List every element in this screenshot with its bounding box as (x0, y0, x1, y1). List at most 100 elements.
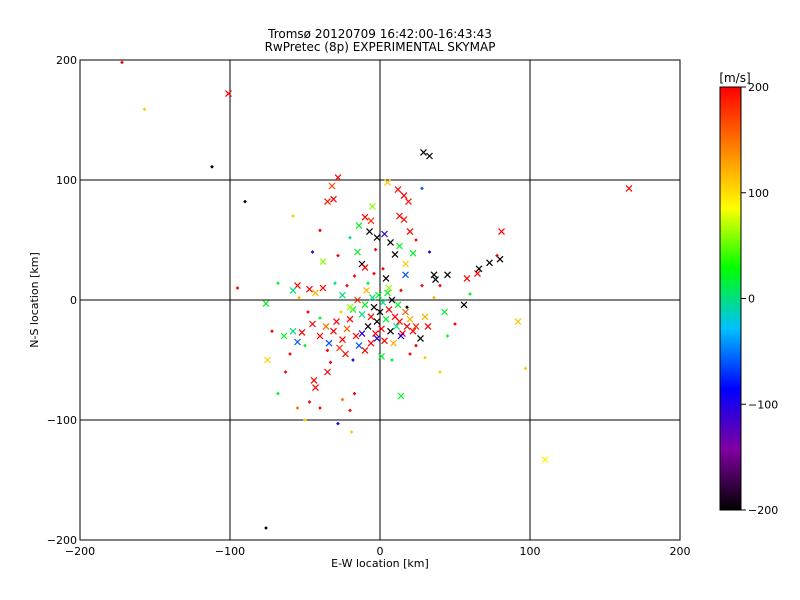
data-point-cross (225, 90, 232, 98)
data-point-dot (445, 334, 450, 338)
y-tick-label: 200 (56, 54, 77, 67)
data-point-cross (312, 384, 319, 392)
data-point-cross (289, 327, 297, 335)
data-point-cross (294, 338, 301, 346)
chart-title: Tromsø 20120709 16:42:00-16:43:43 (267, 27, 492, 41)
data-point-cross (310, 376, 318, 384)
data-point-dot (340, 397, 345, 402)
data-point-cross (409, 327, 417, 335)
data-point-cross (262, 300, 270, 308)
data-point-dot (318, 228, 322, 233)
data-point-cross (394, 186, 402, 194)
data-point-cross (264, 356, 271, 364)
data-point-cross (364, 322, 372, 330)
data-point-dot (306, 310, 310, 314)
data-point-cross (474, 270, 481, 278)
colorbar-label: [m/s] (719, 71, 750, 85)
data-point-cross (378, 325, 385, 333)
data-point-dot (333, 281, 337, 286)
data-point-cross (361, 346, 369, 354)
data-point-dot (438, 370, 442, 374)
data-point-cross (426, 152, 433, 160)
y-tick-label: 0 (70, 294, 77, 307)
data-point-cross (430, 271, 438, 279)
data-point-cross (396, 318, 403, 326)
data-point-cross (322, 322, 330, 330)
data-point-dot (423, 355, 427, 360)
data-point-cross (372, 330, 379, 338)
data-point-dot (349, 430, 354, 434)
data-point-cross (390, 339, 397, 347)
y-axis-ticks: −200 −100 0 100 200 (47, 54, 77, 547)
data-point-dot (235, 286, 240, 290)
data-point-cross (298, 328, 306, 336)
data-point-dot (318, 316, 322, 320)
data-point-cross (384, 289, 391, 297)
data-point-cross (336, 344, 343, 352)
data-point-cross (339, 291, 346, 299)
data-point-dot (295, 406, 300, 410)
data-point-cross (373, 334, 381, 342)
data-point-cross (367, 217, 375, 225)
data-point-cross (496, 255, 504, 263)
data-point-cross (397, 392, 405, 400)
data-point-cross (463, 274, 471, 282)
y-tick-label: −100 (47, 414, 77, 427)
colorbar-ticks: −200 −100 0 100 200 (741, 81, 778, 517)
colorbar-tick-label: 0 (748, 293, 755, 306)
data-point-cross (367, 339, 375, 347)
x-tick-label: −200 (65, 545, 95, 558)
data-point-dot (420, 283, 424, 288)
data-points (120, 60, 633, 530)
data-point-dot (336, 253, 340, 258)
data-point-dot (408, 352, 412, 356)
data-point-dot (405, 305, 409, 310)
data-point-dot (468, 292, 472, 296)
data-point-cross (417, 334, 424, 342)
data-point-cross (358, 310, 366, 318)
data-point-cross (355, 222, 363, 230)
data-point-dot (432, 295, 436, 300)
data-point-cross (334, 174, 342, 182)
data-point-dot (420, 186, 424, 191)
data-point-cross (406, 228, 414, 236)
data-point-cross (444, 271, 451, 279)
data-point-dot (352, 274, 357, 278)
data-point-cross (406, 315, 414, 323)
data-point-dot (318, 406, 322, 410)
data-point-dot (288, 352, 292, 356)
data-point-cross (361, 264, 369, 272)
data-point-dot (339, 310, 343, 314)
colorbar-tick-label: −200 (748, 504, 778, 517)
data-point-dot (336, 421, 340, 426)
colorbar-tick-label: 100 (748, 187, 769, 200)
data-point-dot (453, 322, 457, 326)
data-point-cross (400, 192, 408, 200)
data-point-cross (405, 198, 412, 206)
data-point-cross (388, 296, 396, 304)
data-point-cross (382, 274, 390, 282)
data-point-cross (393, 322, 400, 330)
data-point-dot (399, 288, 403, 293)
data-point-cross (319, 284, 327, 292)
data-point-dot (303, 343, 307, 348)
data-point-cross (387, 238, 394, 246)
data-point-cross (324, 198, 331, 206)
data-point-cross (355, 342, 363, 350)
data-point-dot (373, 247, 378, 252)
x-tick-label: 200 (670, 545, 691, 558)
data-point-dot (276, 391, 280, 396)
data-point-dot (328, 360, 333, 365)
data-point-dot (372, 271, 376, 276)
data-point-dot (352, 391, 357, 396)
data-point-cross (306, 285, 313, 293)
data-point-dot (142, 107, 147, 112)
data-point-cross (370, 303, 378, 311)
data-point-cross (385, 284, 393, 292)
x-tick-label: 0 (377, 545, 384, 558)
data-point-cross (486, 259, 493, 267)
data-point-cross (346, 315, 354, 323)
data-point-dot (276, 281, 280, 286)
colorbar (719, 86, 742, 511)
data-point-cross (367, 313, 375, 321)
